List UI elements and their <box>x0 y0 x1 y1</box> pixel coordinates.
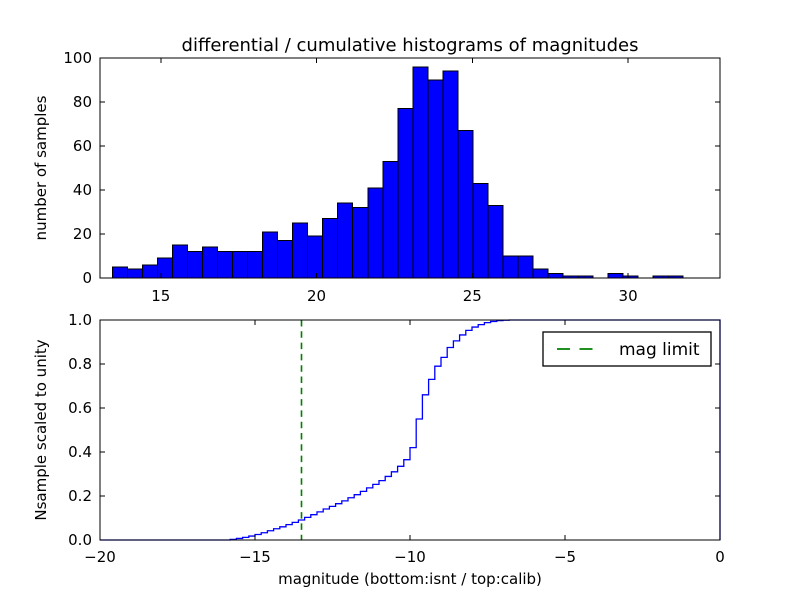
x-tick-label: 30 <box>619 287 638 305</box>
y-tick-label: 0 <box>82 269 92 287</box>
x-tick-label: 15 <box>151 287 170 305</box>
histogram-bar <box>292 222 309 279</box>
y-tick-label: 1.0 <box>68 311 92 329</box>
histogram-bar <box>472 182 489 279</box>
y-tick-label: 40 <box>73 181 92 199</box>
y-tick-label: 0.8 <box>68 355 92 373</box>
top-axes-ticks <box>100 57 720 279</box>
x-tick-label: 25 <box>463 287 482 305</box>
histogram-bar <box>126 268 144 279</box>
histogram-bar <box>502 255 519 279</box>
x-tick-label: 0 <box>715 548 725 566</box>
histogram-bar <box>277 240 294 279</box>
histogram-bar <box>382 160 399 279</box>
histogram-bar <box>352 207 369 279</box>
histogram-bar <box>247 251 264 279</box>
y-tick-label: 60 <box>73 137 92 155</box>
y-tick-label: 0.4 <box>68 443 92 461</box>
top-y-axis-label: number of samples <box>32 95 50 240</box>
bottom-axes: Nsample scaled to unity magnitude (botto… <box>32 311 725 588</box>
histogram-bar <box>337 202 354 279</box>
histogram-bar <box>427 79 444 279</box>
bottom-axes-tick-labels: −20 −15 −10 −5 0 0.0 0.2 0.4 0.6 0.8 1.0 <box>68 311 725 566</box>
histogram-bar <box>187 251 204 279</box>
histogram-bar <box>232 251 249 279</box>
legend-box <box>542 331 712 367</box>
y-tick-label: 80 <box>73 93 92 111</box>
cumulative-step-curve <box>100 319 721 541</box>
histogram-bar <box>457 130 474 279</box>
legend: mag limit <box>542 331 712 367</box>
x-tick-label: −10 <box>394 548 426 566</box>
top-axes-tick-labels: 15 20 25 30 0 20 40 60 80 100 <box>63 49 637 305</box>
x-axis-label: magnitude (bottom:isnt / top:calib) <box>278 570 542 588</box>
histogram-bar <box>442 70 459 279</box>
x-tick-label: −15 <box>239 548 271 566</box>
bottom-y-axis-label: Nsample scaled to unity <box>32 339 50 520</box>
top-plot-frame <box>99 57 721 279</box>
histogram-bar <box>517 255 534 279</box>
histogram-bar <box>217 251 234 279</box>
histogram-bars <box>111 66 684 279</box>
y-tick-label: 100 <box>63 49 92 67</box>
histogram-bar <box>607 273 624 279</box>
histogram-bar <box>111 266 128 279</box>
histogram-bar <box>157 257 174 279</box>
top-axes: differential / cumulative histograms of … <box>32 35 721 305</box>
histogram-bar <box>487 204 504 279</box>
histogram-bar <box>322 218 339 279</box>
histogram-bar <box>367 187 384 279</box>
bottom-axes-ticks <box>99 319 721 541</box>
histogram-bar <box>307 235 324 279</box>
histogram-bar <box>397 108 414 279</box>
x-tick-label: −20 <box>84 548 116 566</box>
x-tick-label: −5 <box>554 548 576 566</box>
y-tick-label: 0.2 <box>68 487 92 505</box>
histogram-bar <box>142 264 159 279</box>
histogram-bar <box>202 246 219 279</box>
histogram-bar <box>412 66 429 279</box>
x-tick-label: 20 <box>307 287 326 305</box>
histogram-bar <box>262 231 279 279</box>
legend-label: mag limit <box>619 340 700 360</box>
y-tick-label: 0.0 <box>68 531 92 549</box>
histogram-bar <box>532 268 549 279</box>
histogram-bar <box>547 273 564 279</box>
histogram-bar <box>172 244 189 279</box>
y-tick-label: 0.6 <box>68 399 92 417</box>
figure-title: differential / cumulative histograms of … <box>182 35 639 56</box>
y-tick-label: 20 <box>73 225 92 243</box>
